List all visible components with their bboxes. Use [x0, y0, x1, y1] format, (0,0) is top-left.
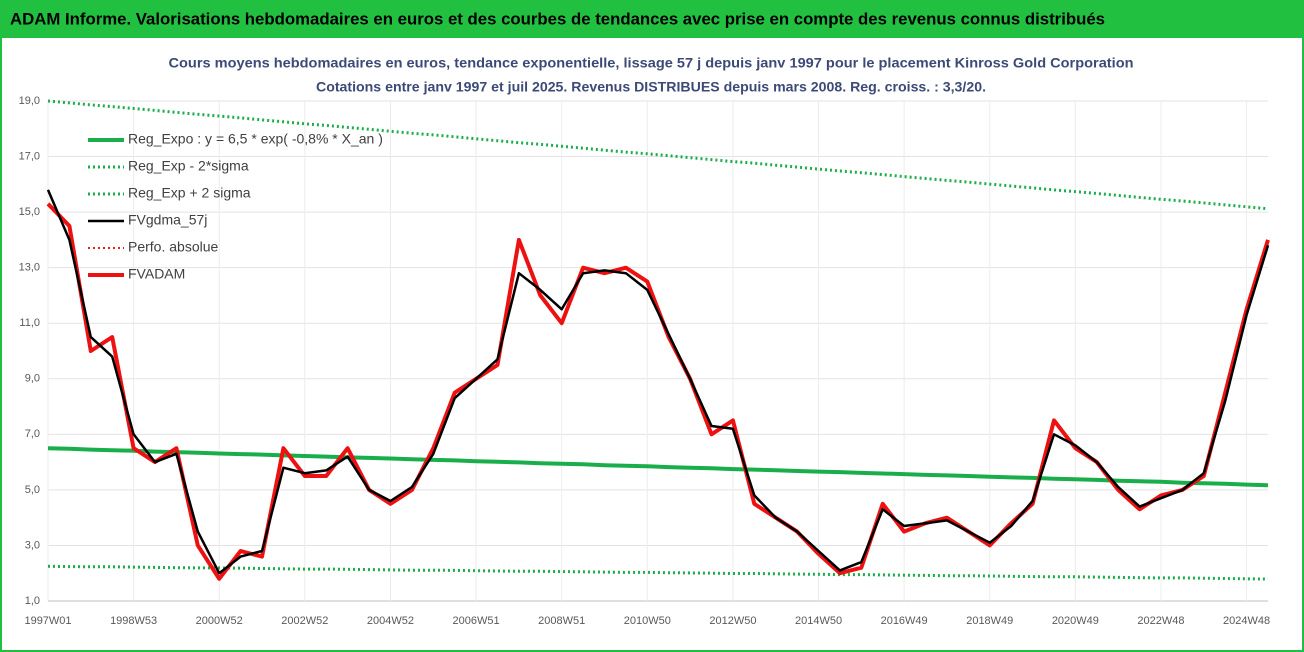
header-bar	[2, 2, 1302, 38]
series-line	[47, 446, 1269, 488]
series-line	[47, 99, 1269, 211]
ticks: 1,0 3,0 5,0 7,0 9,0 11,0 13,0 15,0 17,0 19,0 1997W…	[19, 95, 1271, 627]
lines	[46, 99, 1270, 581]
legend-label: Reg_Exp - 2*sigma	[128, 158, 249, 174]
y-tick-label: 7,0	[25, 428, 40, 440]
legend-label: Reg_Expo : y = 6,5 * exp( -0,8% * X_an )	[128, 131, 383, 147]
x-tick-label: 2010W50	[624, 615, 671, 627]
series-line	[47, 564, 1269, 581]
x-tick-label: 2004W52	[367, 615, 414, 627]
x-tick-label: 2006W51	[453, 615, 500, 627]
y-tick-label: 3,0	[25, 539, 40, 551]
chart-subtitle: Cotations entre janv 1997 et juil 2025. …	[316, 79, 986, 95]
legend-label: Perfo. absolue	[128, 239, 218, 255]
y-tick-label: 11,0	[19, 317, 40, 329]
legend-label: FVgdma_57j	[128, 212, 207, 228]
y-tick-label: 1,0	[25, 595, 40, 607]
header: ADAM Informe. Valorisations hebdomadaire…	[10, 9, 1105, 28]
y-tick-label: 13,0	[19, 262, 40, 274]
x-tick-label: 2018W49	[966, 615, 1013, 627]
chart-title: Cours moyens hebdomadaires en euros, ten…	[169, 55, 1134, 71]
x-tick-label: 1997W01	[24, 615, 71, 627]
y-tick-label: 19,0	[19, 95, 40, 107]
x-tick-label: 2000W52	[196, 615, 243, 627]
legend: Reg_Expo : y = 6,5 * exp( -0,8% * X_an )…	[88, 131, 383, 282]
x-tick-label: 2008W51	[538, 615, 585, 627]
x-tick-label: 2022W48	[1137, 615, 1184, 627]
grid	[47, 100, 1268, 602]
x-tick-label: 2014W50	[795, 615, 842, 627]
y-tick-label: 17,0	[19, 150, 40, 162]
y-tick-label: 15,0	[19, 206, 40, 218]
x-tick-label: 1998W53	[110, 615, 157, 627]
x-tick-label: 2016W49	[881, 615, 928, 627]
x-tick-label: 2024W48	[1223, 615, 1270, 627]
y-tick-label: 9,0	[25, 373, 40, 385]
y-tick-label: 5,0	[25, 484, 40, 496]
series-line	[46, 189, 1270, 575]
x-tick-label: 2020W49	[1052, 615, 1099, 627]
legend-label: FVADAM	[128, 266, 185, 282]
x-tick-label: 2012W50	[709, 615, 756, 627]
x-tick-label: 2002W52	[281, 615, 328, 627]
legend-label: Reg_Exp + 2 sigma	[128, 185, 251, 201]
